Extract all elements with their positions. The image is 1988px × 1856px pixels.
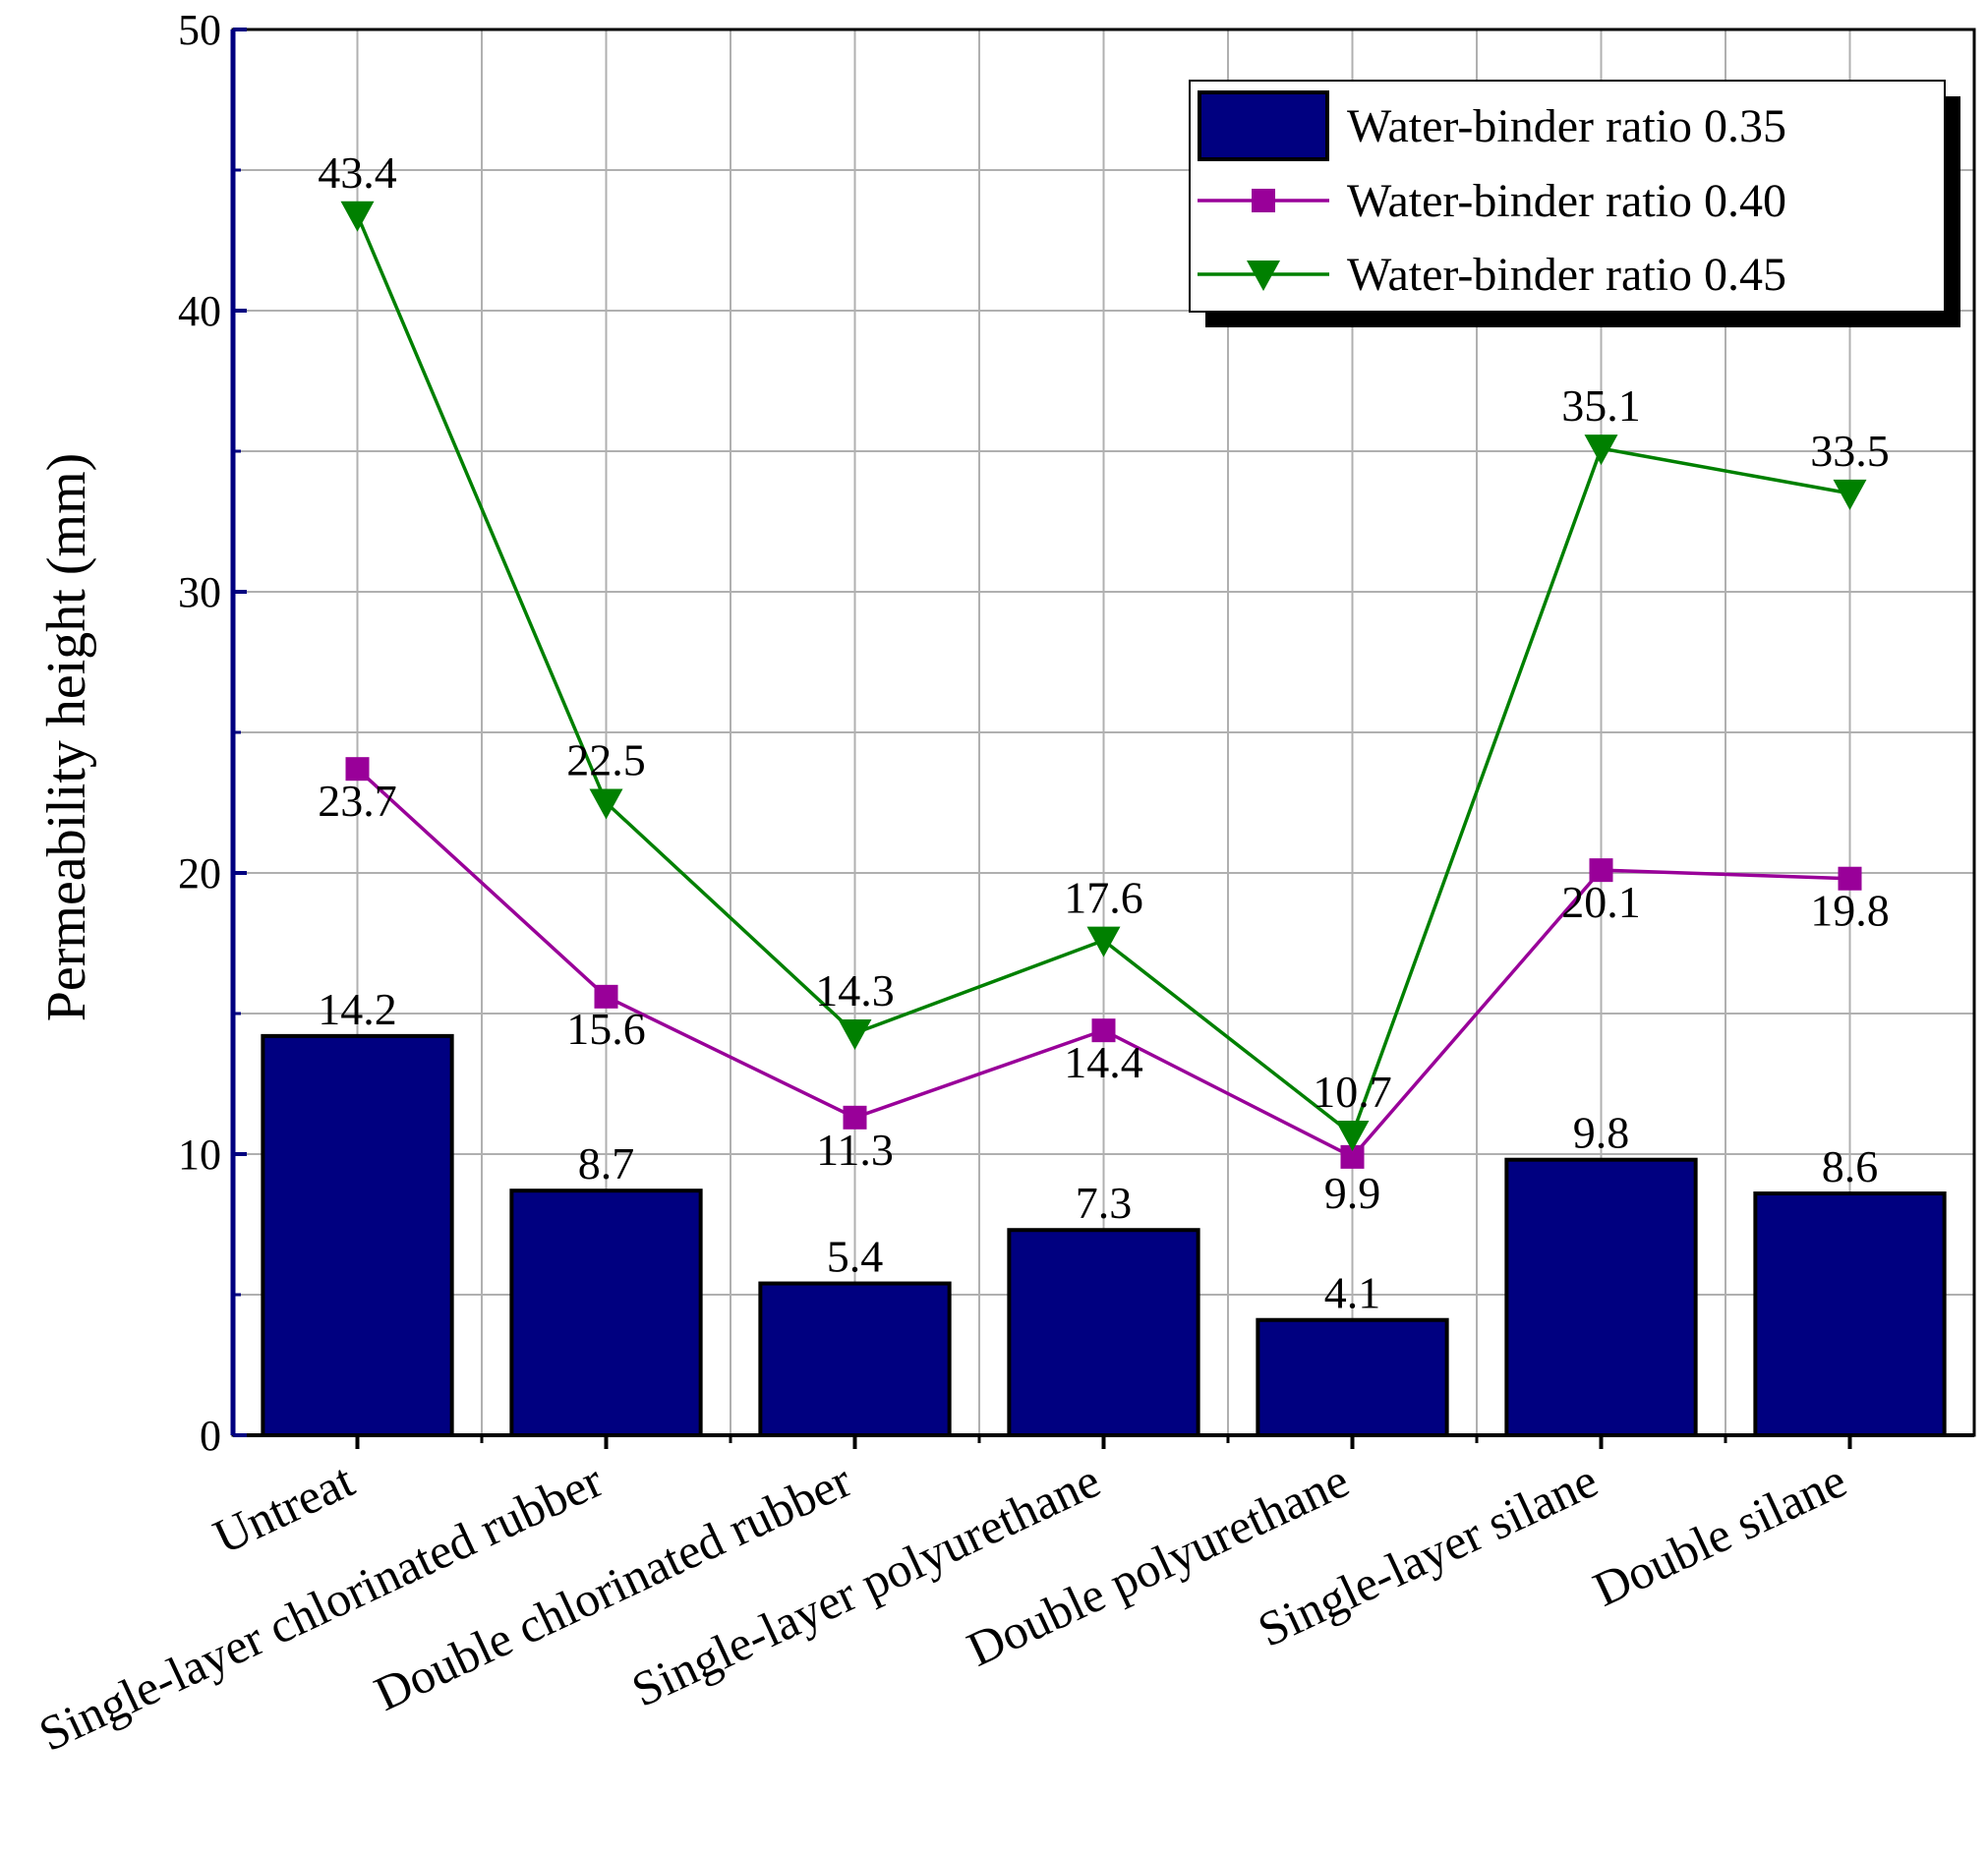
line-040-value-label: 11.3 <box>816 1125 894 1175</box>
triangle-marker <box>1833 479 1867 510</box>
x-category-label: Single-layer polyurethane <box>623 1452 1108 1717</box>
line-040-value-label: 20.1 <box>1561 877 1641 927</box>
triangle-marker <box>838 1019 872 1051</box>
line-040-value-label: 14.4 <box>1064 1037 1143 1087</box>
y-tick-label: 0 <box>200 1412 221 1460</box>
triangle-marker <box>1335 1120 1370 1151</box>
bar <box>758 1281 952 1438</box>
bar-value-label: 14.2 <box>318 984 397 1034</box>
line-045-value-label: 14.3 <box>815 965 895 1015</box>
line-045-value-label: 17.6 <box>1064 873 1143 923</box>
legend-square-marker <box>1252 189 1275 212</box>
y-tick-label: 40 <box>178 287 221 335</box>
y-tick-label: 20 <box>178 849 221 898</box>
triangle-marker <box>1584 435 1618 466</box>
line-045-value-label: 22.5 <box>566 735 646 785</box>
line-040-value-label: 15.6 <box>566 1004 646 1054</box>
line-045-value-label: 10.7 <box>1313 1067 1392 1117</box>
line-045-value-label: 35.1 <box>1561 380 1641 431</box>
legend-entry-label: Water-binder ratio 0.35 <box>1347 100 1786 152</box>
bar <box>261 1033 454 1437</box>
line-040-value-label: 23.7 <box>318 776 397 826</box>
line-040-value-label: 19.8 <box>1810 886 1890 936</box>
bar-value-label: 7.3 <box>1076 1178 1133 1228</box>
line-040-value-label: 9.9 <box>1324 1168 1381 1218</box>
legend-entry-label: Water-binder ratio 0.45 <box>1347 249 1786 301</box>
square-marker <box>1091 1018 1116 1043</box>
bar-value-label: 8.7 <box>578 1138 635 1189</box>
square-marker <box>1838 866 1862 891</box>
legend: Water-binder ratio 0.35 Water-binder rati… <box>1189 80 1960 327</box>
square-marker <box>1589 858 1613 883</box>
y-axis-title: Permeability height (mm) <box>36 453 97 1022</box>
legend-triangle-marker <box>1247 261 1280 291</box>
line-045-value-label: 43.4 <box>318 147 397 198</box>
triangle-marker <box>1086 926 1121 957</box>
x-category-label: Double chlorinated rubber <box>366 1452 859 1721</box>
x-category-label: Untreat <box>205 1452 363 1564</box>
bar <box>1753 1191 1947 1438</box>
square-marker <box>345 757 370 782</box>
y-tick-label: 50 <box>178 6 221 54</box>
line-markers <box>340 201 1867 1169</box>
bar-series <box>261 1033 1947 1438</box>
bar <box>1256 1317 1449 1437</box>
square-marker <box>843 1105 867 1130</box>
bar-value-label: 4.1 <box>1324 1268 1381 1318</box>
data-labels: 14.2 8.7 5.4 7.3 4.1 9.8 8.6 23.7 15.6 11.3 14.4 9.… <box>318 147 1890 1318</box>
bar <box>1504 1157 1698 1437</box>
grid <box>233 29 1974 1435</box>
bar-value-label: 5.4 <box>827 1232 884 1282</box>
triangle-marker <box>589 788 623 820</box>
bar <box>1007 1228 1200 1437</box>
y-tick-label: 10 <box>178 1131 221 1179</box>
legend-swatch-bar <box>1198 90 1329 161</box>
square-marker <box>594 984 618 1009</box>
triangle-marker <box>340 201 375 232</box>
legend-entry-label: Water-binder ratio 0.40 <box>1347 175 1786 227</box>
x-category-label: Double silane <box>1585 1452 1854 1617</box>
line-045-value-label: 33.5 <box>1810 426 1890 476</box>
bar-value-label: 9.8 <box>1573 1108 1630 1158</box>
y-tick-label: 30 <box>178 568 221 616</box>
bar-value-label: 8.6 <box>1822 1141 1879 1191</box>
bar <box>509 1189 703 1438</box>
